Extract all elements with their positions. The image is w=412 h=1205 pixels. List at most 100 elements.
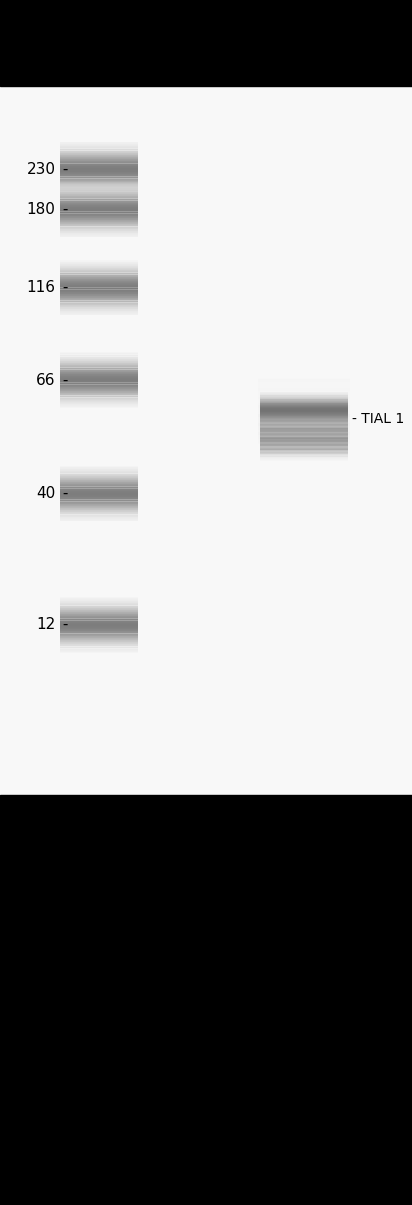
- Bar: [258, 374, 350, 376]
- Bar: [258, 415, 350, 417]
- Bar: [60, 175, 138, 176]
- Bar: [60, 167, 138, 169]
- Bar: [60, 471, 138, 472]
- Bar: [258, 436, 350, 439]
- Bar: [60, 612, 138, 613]
- Bar: [258, 399, 350, 400]
- Bar: [60, 354, 138, 355]
- Bar: [60, 233, 138, 234]
- Bar: [60, 371, 138, 372]
- Bar: [258, 437, 350, 439]
- Bar: [60, 510, 138, 511]
- Bar: [258, 428, 350, 430]
- Bar: [258, 416, 350, 417]
- Bar: [60, 293, 138, 294]
- Bar: [60, 189, 138, 190]
- Text: 12: 12: [36, 617, 56, 633]
- Text: 116: 116: [27, 281, 56, 295]
- Bar: [60, 188, 138, 189]
- Bar: [60, 214, 138, 216]
- Bar: [60, 295, 138, 296]
- Bar: [60, 264, 138, 265]
- Text: - TIAL 1: - TIAL 1: [352, 412, 405, 427]
- Bar: [60, 371, 138, 372]
- Bar: [60, 382, 138, 384]
- Bar: [258, 389, 350, 392]
- Bar: [60, 355, 138, 357]
- Bar: [60, 276, 138, 277]
- Bar: [60, 353, 138, 354]
- Bar: [60, 484, 138, 486]
- Bar: [60, 627, 138, 628]
- Bar: [60, 362, 138, 364]
- Bar: [60, 623, 138, 624]
- Bar: [60, 629, 138, 630]
- Bar: [60, 290, 138, 292]
- Bar: [60, 386, 138, 387]
- Bar: [60, 382, 138, 383]
- Bar: [60, 498, 138, 499]
- Bar: [60, 631, 138, 633]
- Bar: [60, 272, 138, 274]
- Bar: [60, 204, 138, 205]
- Bar: [60, 466, 138, 468]
- Bar: [60, 490, 138, 492]
- Bar: [60, 617, 138, 618]
- Bar: [60, 184, 138, 186]
- Bar: [60, 145, 138, 146]
- Bar: [60, 202, 138, 204]
- Bar: [60, 472, 138, 474]
- Bar: [60, 643, 138, 645]
- Bar: [60, 628, 138, 629]
- Bar: [60, 366, 138, 368]
- Bar: [60, 509, 138, 510]
- Bar: [60, 195, 138, 196]
- Bar: [60, 405, 138, 406]
- Bar: [60, 611, 138, 612]
- Bar: [258, 406, 350, 407]
- Bar: [60, 389, 138, 390]
- Bar: [60, 268, 138, 269]
- Bar: [60, 187, 138, 188]
- Bar: [60, 298, 138, 299]
- Bar: [60, 477, 138, 478]
- Bar: [60, 357, 138, 359]
- Bar: [60, 355, 138, 357]
- Bar: [60, 311, 138, 312]
- Bar: [60, 275, 138, 276]
- Bar: [60, 475, 138, 476]
- Bar: [60, 169, 138, 170]
- Bar: [60, 354, 138, 355]
- Bar: [60, 406, 138, 407]
- Bar: [60, 370, 138, 371]
- Bar: [60, 521, 138, 522]
- Bar: [60, 390, 138, 392]
- Bar: [258, 376, 350, 378]
- Bar: [60, 360, 138, 361]
- Bar: [60, 639, 138, 640]
- Bar: [60, 493, 138, 494]
- Bar: [60, 227, 138, 228]
- Bar: [60, 195, 138, 196]
- Bar: [258, 427, 350, 429]
- Bar: [60, 208, 138, 210]
- Bar: [60, 362, 138, 363]
- Bar: [60, 160, 138, 163]
- Bar: [60, 155, 138, 157]
- Bar: [60, 201, 138, 202]
- Bar: [60, 193, 138, 194]
- Bar: [60, 481, 138, 482]
- Bar: [60, 476, 138, 477]
- Bar: [60, 160, 138, 161]
- Bar: [60, 359, 138, 360]
- Bar: [60, 230, 138, 231]
- Bar: [60, 205, 138, 206]
- Bar: [60, 207, 138, 208]
- Bar: [258, 402, 350, 404]
- Bar: [60, 165, 138, 166]
- Bar: [60, 163, 138, 164]
- Bar: [60, 496, 138, 498]
- Bar: [60, 616, 138, 617]
- Bar: [60, 600, 138, 601]
- Bar: [60, 651, 138, 652]
